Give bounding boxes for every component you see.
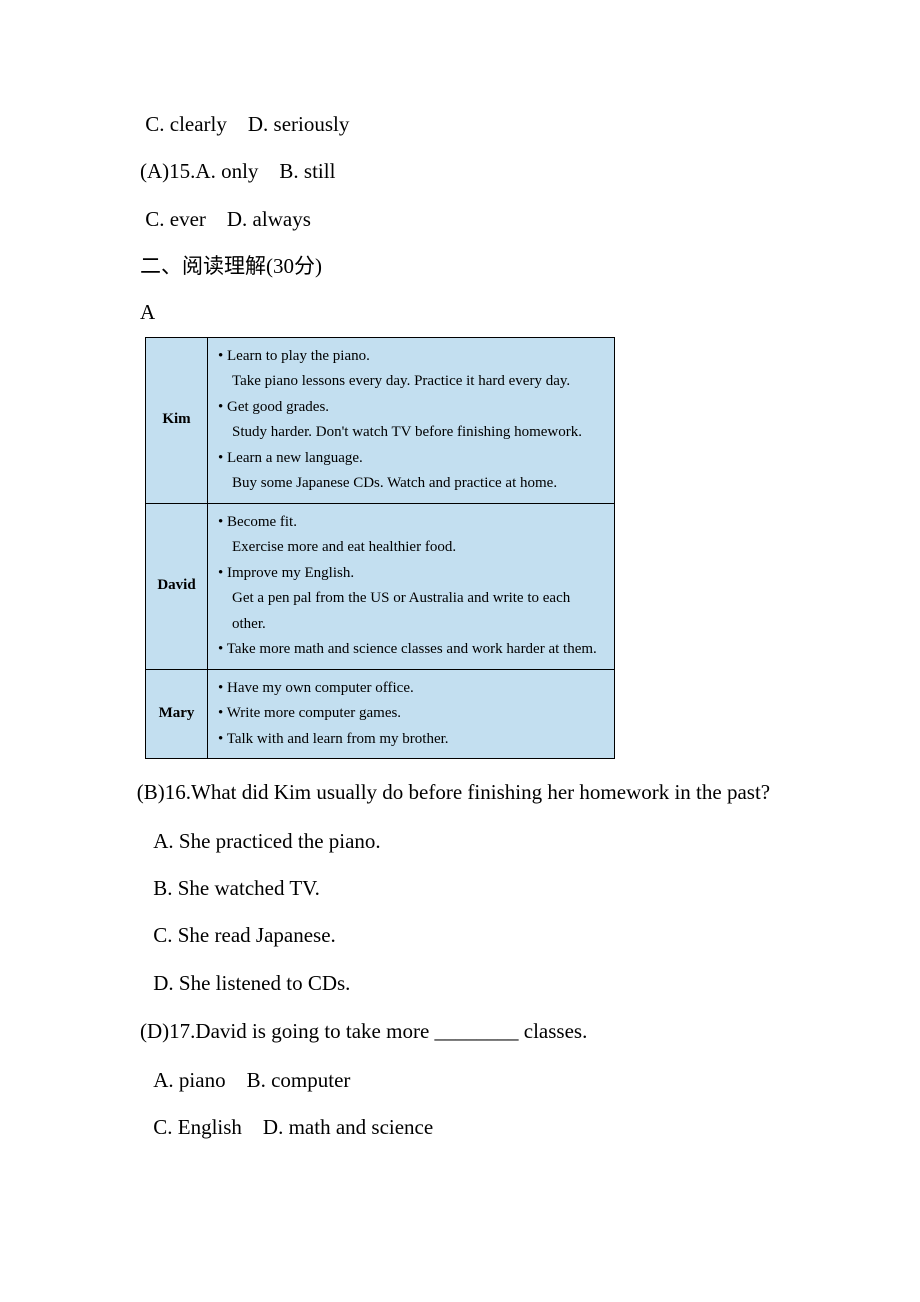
q16-choice-c: C. She read Japanese. <box>148 921 820 950</box>
table-row: Kim • Learn to play the piano. Take pian… <box>146 337 615 503</box>
bullet-text: • Write more computer games. <box>218 701 604 727</box>
q16-choice-d: D. She listened to CDs. <box>148 969 820 998</box>
sub-text: Take piano lessons every day. Practice i… <box>218 369 604 395</box>
name-cell-mary: Mary <box>146 669 208 759</box>
resolutions-table: Kim • Learn to play the piano. Take pian… <box>145 337 615 760</box>
q16-choice-a: A. She practiced the piano. <box>148 827 820 856</box>
q14-choice-cd: C. clearly D. seriously <box>140 110 820 139</box>
name-cell-kim: Kim <box>146 337 208 503</box>
content-cell-kim: • Learn to play the piano. Take piano le… <box>208 337 615 503</box>
q17-choice-cd: C. English D. math and science <box>148 1113 820 1142</box>
content-cell-mary: • Have my own computer office. • Write m… <box>208 669 615 759</box>
bullet-text: • Take more math and science classes and… <box>218 637 604 663</box>
bullet-text: • Have my own computer office. <box>218 676 604 702</box>
q17-text: (D)17.David is going to take more ______… <box>140 1016 820 1048</box>
table-row: David • Become fit. Exercise more and ea… <box>146 503 615 669</box>
page-content: C. clearly D. seriously (A)15.A. only B.… <box>100 110 820 1142</box>
section-2-header: 二、阅读理解(30分) <box>140 252 820 281</box>
bullet-text: • Learn a new language. <box>218 446 604 472</box>
q17-choice-ab: A. piano B. computer <box>148 1066 820 1095</box>
q15-choice-ab: (A)15.A. only B. still <box>140 157 820 186</box>
bullet-text: • Talk with and learn from my brother. <box>218 727 604 753</box>
content-cell-david: • Become fit. Exercise more and eat heal… <box>208 503 615 669</box>
sub-text: Buy some Japanese CDs. Watch and practic… <box>218 471 604 497</box>
sub-text: Get a pen pal from the US or Australia a… <box>218 586 604 637</box>
bullet-text: • Become fit. <box>218 510 604 536</box>
sub-text: Study harder. Don't watch TV before fini… <box>218 420 604 446</box>
name-cell-david: David <box>146 503 208 669</box>
passage-a-label: A <box>140 300 820 325</box>
bullet-text: • Get good grades. <box>218 395 604 421</box>
q16-text: (B)16.What did Kim usually do before fin… <box>100 777 820 809</box>
bullet-text: • Learn to play the piano. <box>218 344 604 370</box>
table-row: Mary • Have my own computer office. • Wr… <box>146 669 615 759</box>
bullet-text: • Improve my English. <box>218 561 604 587</box>
q16-choice-b: B. She watched TV. <box>148 874 820 903</box>
q15-choice-cd: C. ever D. always <box>140 205 820 234</box>
sub-text: Exercise more and eat healthier food. <box>218 535 604 561</box>
resolutions-table-container: Kim • Learn to play the piano. Take pian… <box>145 337 820 760</box>
